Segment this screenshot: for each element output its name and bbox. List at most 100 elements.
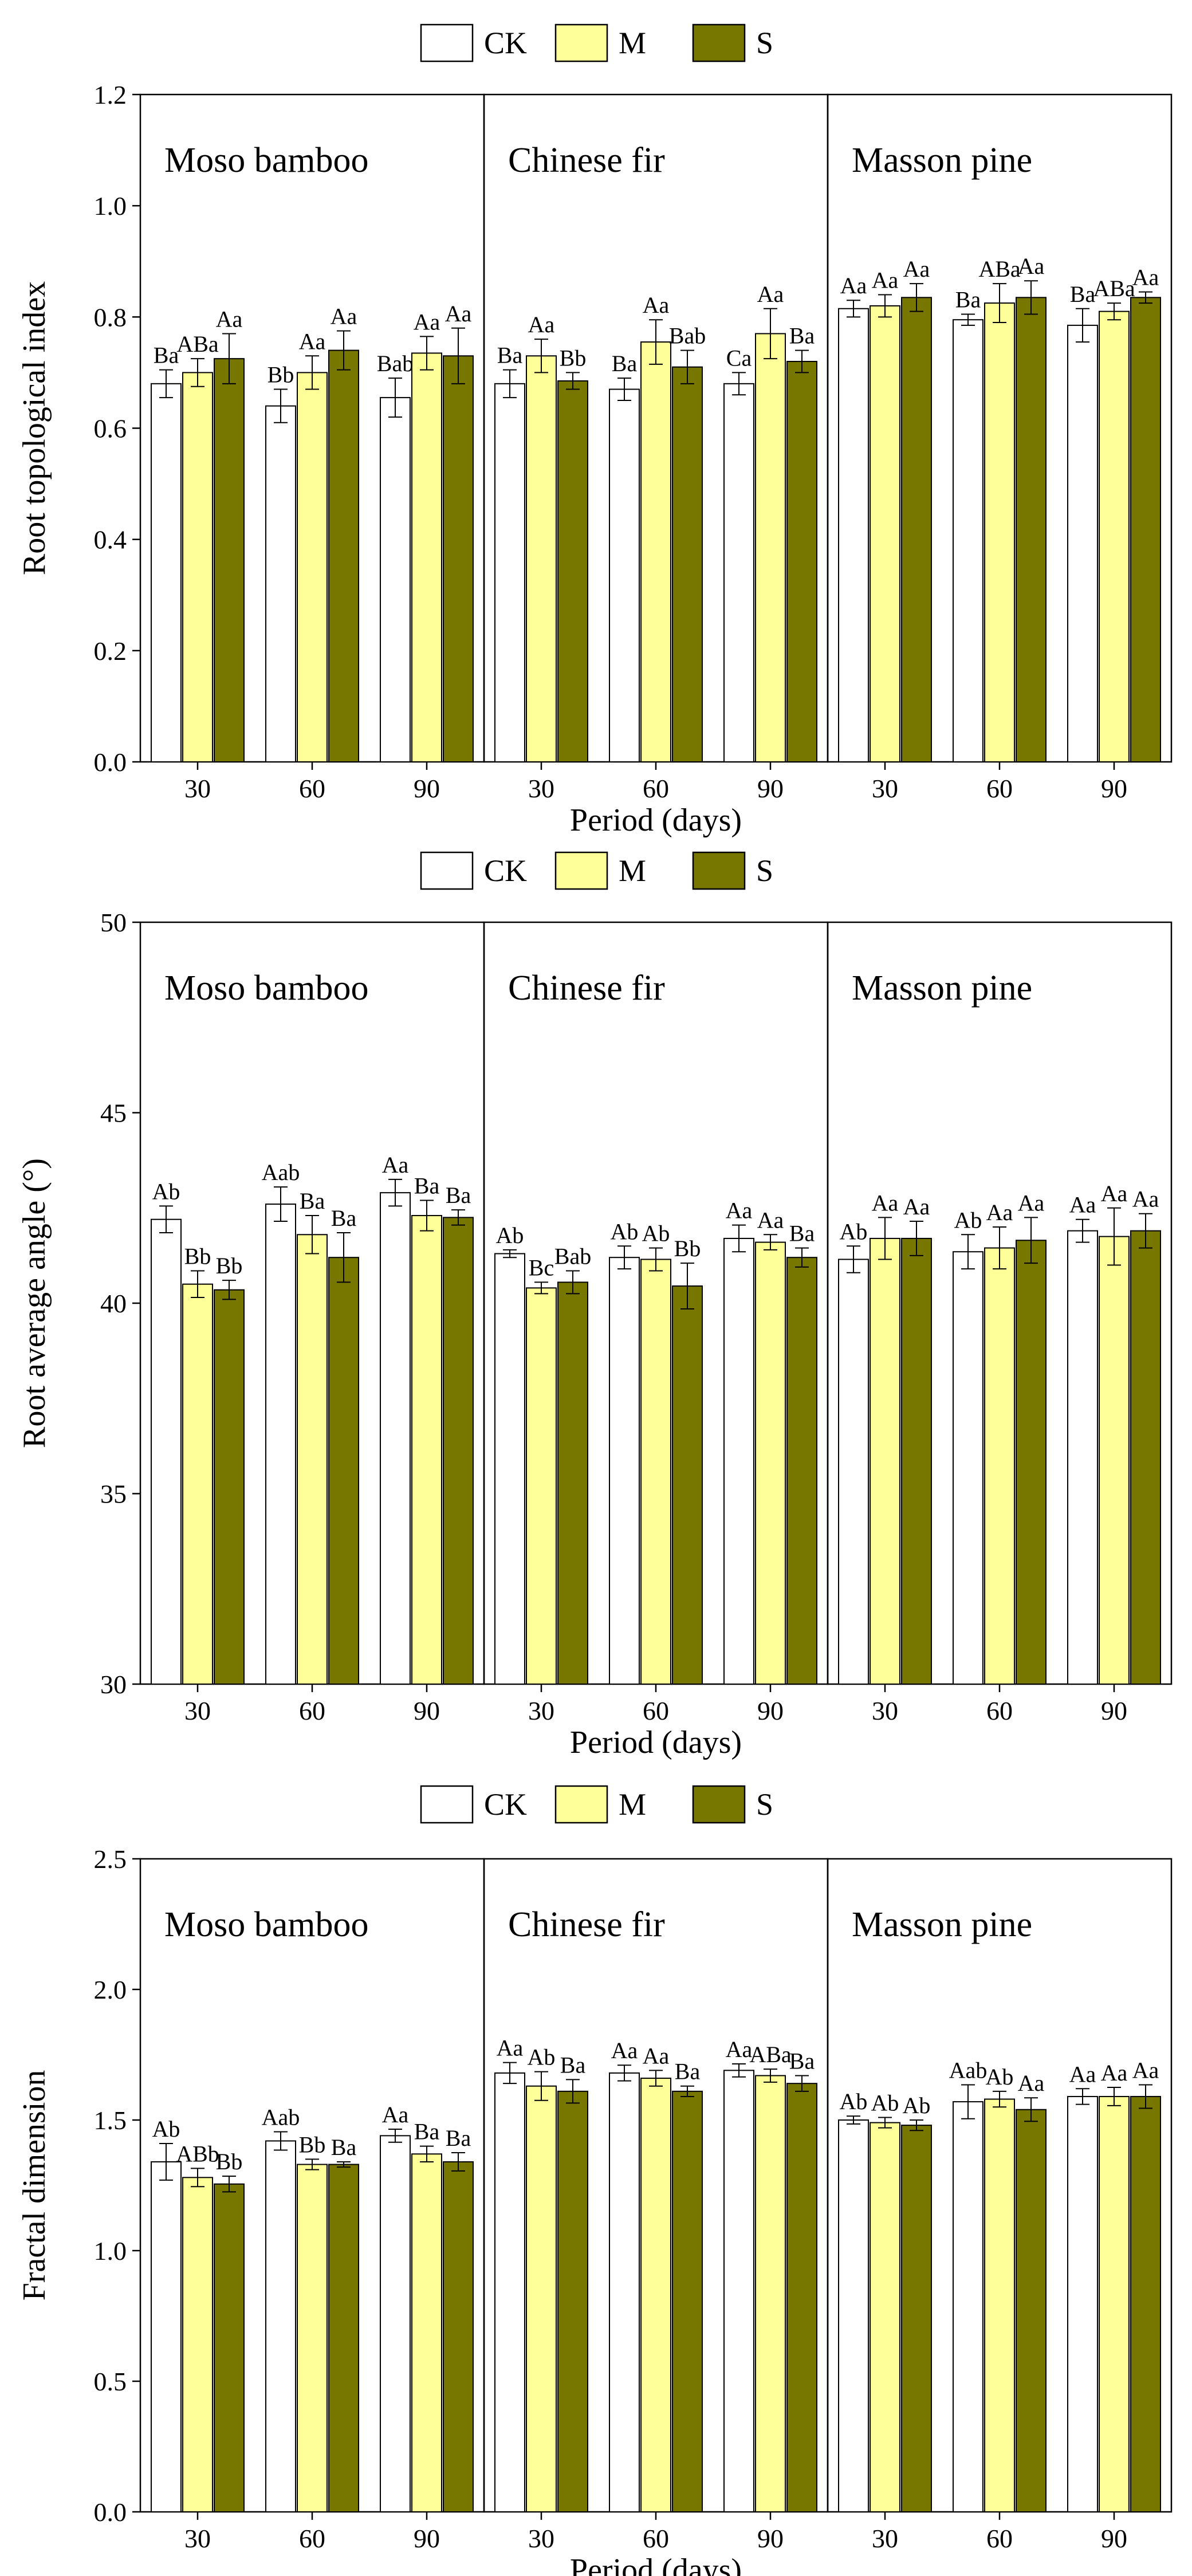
significance-label: Bb xyxy=(299,2131,326,2157)
y-tick-label: 0.8 xyxy=(94,302,127,332)
bar-group: Aa xyxy=(755,281,786,762)
bar-group: ABb xyxy=(176,2141,219,2513)
chart-0-legend: CK M S xyxy=(420,23,773,62)
x-tick-label: 60 xyxy=(643,1696,669,1725)
significance-label: Aa xyxy=(1069,1192,1096,1218)
significance-label: Aab xyxy=(949,2057,988,2083)
significance-label: Bb xyxy=(216,2149,243,2174)
x-tick-label: 30 xyxy=(528,2524,554,2553)
significance-label: Aa xyxy=(726,2036,753,2062)
bar-group: Aa xyxy=(411,309,442,762)
bar-group: Bb xyxy=(214,2149,245,2512)
y-tick-label: 45 xyxy=(100,1099,127,1128)
bar-group: Aab xyxy=(262,2105,300,2512)
significance-label: Bb xyxy=(184,1243,211,1269)
bar-group: Aa xyxy=(1099,2060,1130,2512)
bar-group: Ba xyxy=(786,2048,817,2512)
y-tick-label: 1.0 xyxy=(94,2236,127,2266)
legend-label-s: S xyxy=(756,854,773,888)
legend-label-m: M xyxy=(619,854,646,888)
significance-label: Aa xyxy=(331,304,357,329)
significance-label: Aa xyxy=(986,1199,1013,1225)
bar-group: Ba xyxy=(411,2119,442,2512)
bar-s xyxy=(1130,2095,1161,2512)
bar-s xyxy=(901,297,932,762)
legend-swatch-m xyxy=(554,851,608,890)
bar-ck xyxy=(838,308,869,762)
bar-group: Bab xyxy=(669,323,706,762)
bar-group: Ab xyxy=(151,1178,182,1685)
bar-group: Ab xyxy=(870,2090,900,2513)
y-tick-label: 0.5 xyxy=(94,2367,127,2396)
bar-group: Ba xyxy=(443,2125,474,2512)
bar-group: Ab xyxy=(953,1207,984,1685)
bar-ck xyxy=(494,1253,525,1685)
bar-ck xyxy=(953,2101,984,2513)
significance-label: Ba xyxy=(154,343,179,368)
bar-group: Ab xyxy=(838,2089,869,2512)
x-tick-label: 60 xyxy=(986,774,1013,803)
bar-group: Bb xyxy=(297,2131,328,2512)
x-tick-label: 30 xyxy=(528,1696,554,1725)
significance-label: Ab xyxy=(840,1218,868,1244)
bar-m xyxy=(182,1283,213,1685)
x-tick-label: 30 xyxy=(528,774,554,803)
significance-label: Aab xyxy=(262,2105,300,2130)
significance-label: Ba xyxy=(675,2059,701,2085)
y-tick-label: 1.5 xyxy=(94,2106,127,2135)
significance-label: Ab xyxy=(954,1207,982,1233)
bar-group: Bb xyxy=(672,1236,703,1685)
x-tick-label: 90 xyxy=(1101,2524,1127,2553)
bar-group: Ba xyxy=(411,1173,442,1685)
bar-group: ABa xyxy=(1093,276,1135,762)
significance-label: Aa xyxy=(611,2038,638,2063)
bar-m xyxy=(984,302,1015,762)
bar-group: Ba xyxy=(151,343,182,762)
legend-label-s: S xyxy=(756,1787,773,1822)
x-tick-label: 60 xyxy=(643,2524,669,2553)
bar-group: Ba xyxy=(557,2052,588,2513)
bar-group: Aa xyxy=(755,1207,786,1685)
bar-group: Aa xyxy=(870,268,900,762)
x-tick-label: 90 xyxy=(757,774,784,803)
significance-label: Aa xyxy=(643,292,670,318)
bar-group: Aa xyxy=(1067,2061,1098,2512)
panel-title-1: Chinese fir xyxy=(508,969,665,1008)
bar-m xyxy=(1099,1236,1130,1685)
bar-s xyxy=(214,2183,245,2512)
legend-label-s: S xyxy=(756,26,773,60)
bar-group: Bb xyxy=(557,345,588,762)
x-tick-label: 60 xyxy=(299,2524,325,2553)
significance-label: Bc xyxy=(529,1254,554,1280)
bar-s xyxy=(672,1285,703,1685)
bar-s xyxy=(214,358,245,762)
significance-label: Aa xyxy=(840,273,867,298)
panel-title-2: Masson pine xyxy=(852,969,1032,1008)
bar-group: Ab xyxy=(609,1218,640,1685)
significance-label: Bb xyxy=(674,1236,701,1261)
y-tick-label: 1.0 xyxy=(94,191,127,221)
x-tick-label: 30 xyxy=(184,774,211,803)
bar-s xyxy=(786,2083,817,2512)
significance-label: Bab xyxy=(554,1243,591,1269)
bar-s xyxy=(443,1217,474,1685)
significance-label: ABa xyxy=(176,331,219,357)
significance-label: Aa xyxy=(1069,2061,1096,2087)
bar-group: Ba xyxy=(609,351,640,762)
significance-label: Ab xyxy=(840,2089,868,2114)
bar-group: Aa xyxy=(1099,1181,1130,1685)
significance-label: Ab xyxy=(986,2064,1014,2090)
bar-ck xyxy=(380,2135,411,2513)
bar-group: Ba xyxy=(328,1205,359,1685)
bar-group: Aa xyxy=(723,1198,754,1685)
significance-label: Ba xyxy=(955,286,981,312)
bar-group: Ba xyxy=(297,1188,328,1685)
chart-1-legend: CK M S xyxy=(420,851,773,890)
significance-label: Ba xyxy=(1070,281,1096,307)
bar-ck xyxy=(723,2070,754,2513)
y-tick-label: 40 xyxy=(100,1289,127,1318)
significance-label: Ba xyxy=(331,2134,357,2160)
bar-ck xyxy=(494,383,525,762)
bar-m xyxy=(640,341,671,762)
bar-ck xyxy=(953,319,984,762)
